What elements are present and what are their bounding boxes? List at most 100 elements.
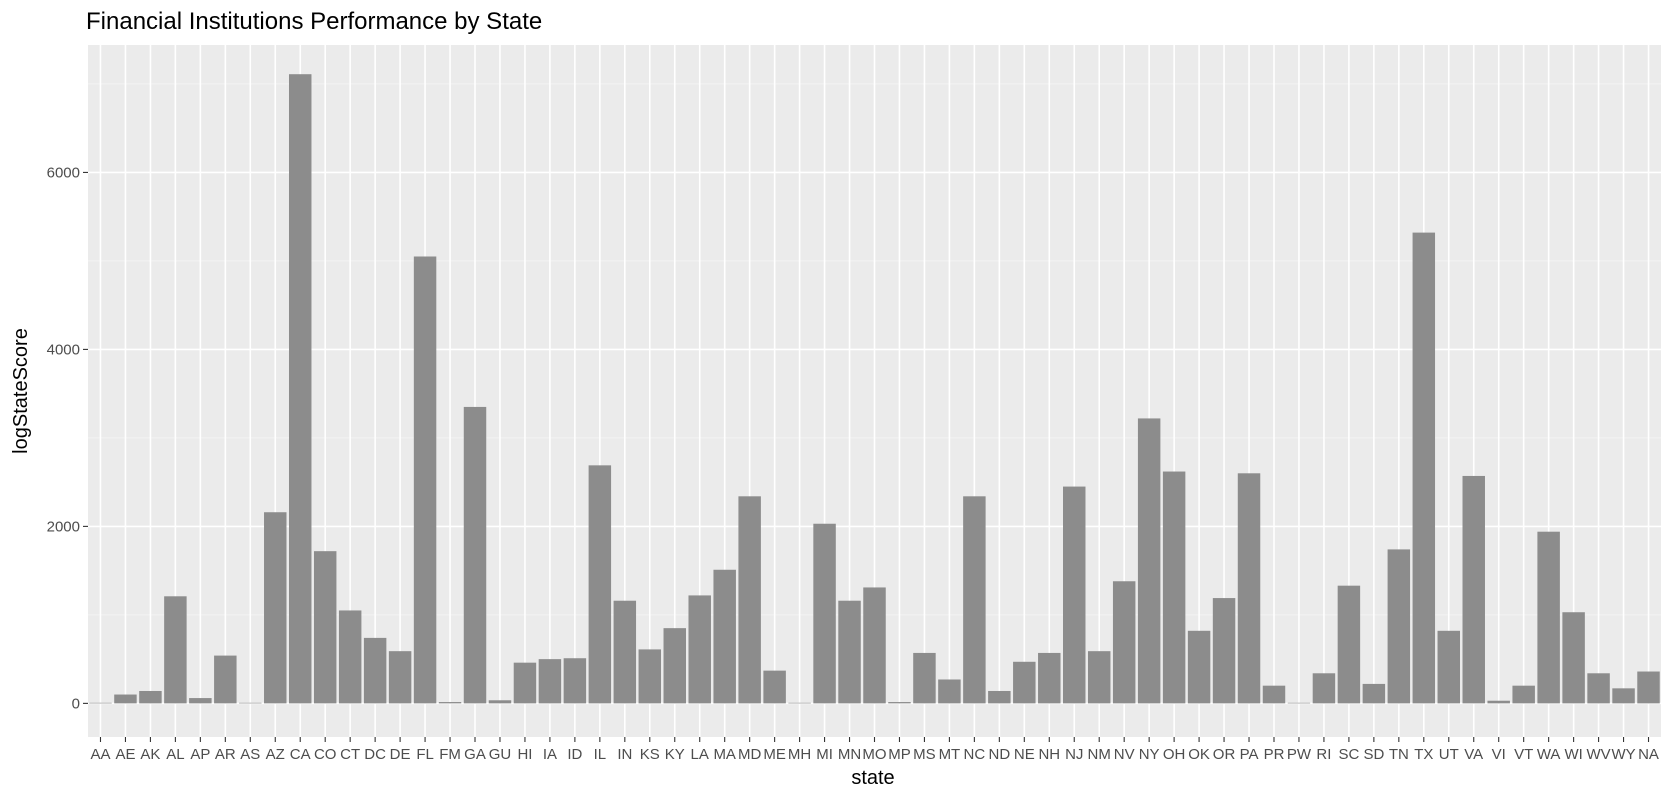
bar-NJ xyxy=(1063,486,1086,704)
x-tick-label-NA: NA xyxy=(1638,746,1659,763)
x-tick-label-AZ: AZ xyxy=(266,746,285,763)
bar-MD xyxy=(738,496,761,704)
x-tick-label-PW: PW xyxy=(1287,746,1312,763)
x-tick-label-HI: HI xyxy=(517,746,532,763)
y-tick-label: 6000 xyxy=(47,164,80,181)
x-tick-label-VT: VT xyxy=(1514,746,1533,763)
bar-DC xyxy=(363,637,387,704)
bar-HI xyxy=(513,662,537,704)
x-tick-label-GA: GA xyxy=(464,746,486,763)
bar-PA xyxy=(1237,473,1261,704)
y-tick-label: 2000 xyxy=(47,518,80,535)
x-tick-label-CA: CA xyxy=(290,746,311,763)
x-tick-label-KS: KS xyxy=(640,746,660,763)
bar-DE xyxy=(388,651,412,704)
bar-MS xyxy=(913,652,936,704)
x-tick-label-WY: WY xyxy=(1611,746,1635,763)
x-tick-label-MN: MN xyxy=(838,746,861,763)
bar-IL xyxy=(588,465,612,704)
bar-FM xyxy=(438,702,462,704)
bar-ID xyxy=(563,658,587,704)
bar-OR xyxy=(1212,598,1236,704)
x-tick-label-VI: VI xyxy=(1492,746,1506,763)
bar-MN xyxy=(838,600,861,704)
x-tick-label-FL: FL xyxy=(416,746,434,763)
bar-MI xyxy=(813,523,836,704)
x-tick-label-MA: MA xyxy=(713,746,736,763)
x-tick-label-MT: MT xyxy=(939,746,961,763)
x-tick-label-TX: TX xyxy=(1414,746,1433,763)
x-tick-label-CT: CT xyxy=(340,746,360,763)
x-tick-label-VA: VA xyxy=(1464,746,1483,763)
bar-UT xyxy=(1437,630,1461,704)
bar-AR xyxy=(214,655,237,704)
bar-CO xyxy=(313,551,337,704)
chart-title: Financial Institutions Performance by St… xyxy=(86,8,542,35)
bar-OH xyxy=(1162,471,1186,704)
bar-OK xyxy=(1187,630,1211,704)
x-tick-label-AS: AS xyxy=(240,746,260,763)
x-tick-label-WI: WI xyxy=(1564,746,1582,763)
bar-CA xyxy=(288,74,312,704)
x-tick-label-NV: NV xyxy=(1114,746,1135,763)
x-tick-label-AL: AL xyxy=(166,746,184,763)
x-tick-label-WA: WA xyxy=(1537,746,1561,763)
x-axis-title: state xyxy=(851,767,894,789)
bar-NC xyxy=(963,496,986,704)
x-tick-label-AP: AP xyxy=(190,746,210,763)
x-tick-label-IL: IL xyxy=(594,746,607,763)
bar-WV xyxy=(1587,673,1610,704)
x-tick-label-MO: MO xyxy=(862,746,886,763)
x-tick-label-GU: GU xyxy=(489,746,512,763)
x-tick-label-MS: MS xyxy=(913,746,936,763)
x-tick-label-IN: IN xyxy=(617,746,632,763)
bar-KY xyxy=(663,628,686,704)
bar-CT xyxy=(338,610,362,704)
x-tick-label-IA: IA xyxy=(543,746,557,763)
bar-NV xyxy=(1112,581,1136,704)
bar-KS xyxy=(638,649,662,704)
bar-PR xyxy=(1262,685,1286,704)
bar-TN xyxy=(1387,549,1411,704)
bar-LA xyxy=(688,595,711,704)
bar-TX xyxy=(1412,232,1436,704)
bar-NY xyxy=(1137,418,1161,704)
bar-WY xyxy=(1612,688,1635,704)
bar-IN xyxy=(613,600,637,704)
x-tick-label-AE: AE xyxy=(115,746,135,763)
bar-AZ xyxy=(264,512,287,704)
bar-VT xyxy=(1512,685,1535,704)
bar-MO xyxy=(863,587,886,704)
x-tick-label-UT: UT xyxy=(1439,746,1459,763)
bar-IA xyxy=(538,659,562,704)
x-tick-label-LA: LA xyxy=(691,746,709,763)
x-tick-label-NJ: NJ xyxy=(1065,746,1083,763)
x-tick-label-CO: CO xyxy=(314,746,337,763)
x-tick-label-NM: NM xyxy=(1088,746,1111,763)
x-tick-label-OH: OH xyxy=(1163,746,1186,763)
x-tick-label-SD: SD xyxy=(1363,746,1384,763)
bar-GA xyxy=(463,406,487,704)
x-tick-label-MP: MP xyxy=(888,746,911,763)
x-tick-label-MH: MH xyxy=(788,746,811,763)
x-tick-label-OK: OK xyxy=(1188,746,1210,763)
bar-ND xyxy=(988,690,1011,704)
x-tick-label-OR: OR xyxy=(1213,746,1236,763)
x-tick-label-KY: KY xyxy=(665,746,685,763)
x-tick-label-PR: PR xyxy=(1264,746,1285,763)
x-tick-label-NY: NY xyxy=(1139,746,1160,763)
x-tick-label-NH: NH xyxy=(1038,746,1060,763)
x-tick-label-AK: AK xyxy=(140,746,160,763)
x-tick-label-TN: TN xyxy=(1389,746,1409,763)
bar-AE xyxy=(114,694,137,704)
bar-MT xyxy=(938,679,961,704)
x-tick-label-ND: ND xyxy=(989,746,1011,763)
bar-AP xyxy=(189,698,212,704)
bar-NA xyxy=(1637,671,1660,704)
bar-GU xyxy=(488,700,512,704)
x-tick-label-ID: ID xyxy=(567,746,582,763)
bar-SD xyxy=(1362,683,1386,704)
y-tick-label: 0 xyxy=(72,695,80,712)
bar-NH xyxy=(1038,652,1061,704)
